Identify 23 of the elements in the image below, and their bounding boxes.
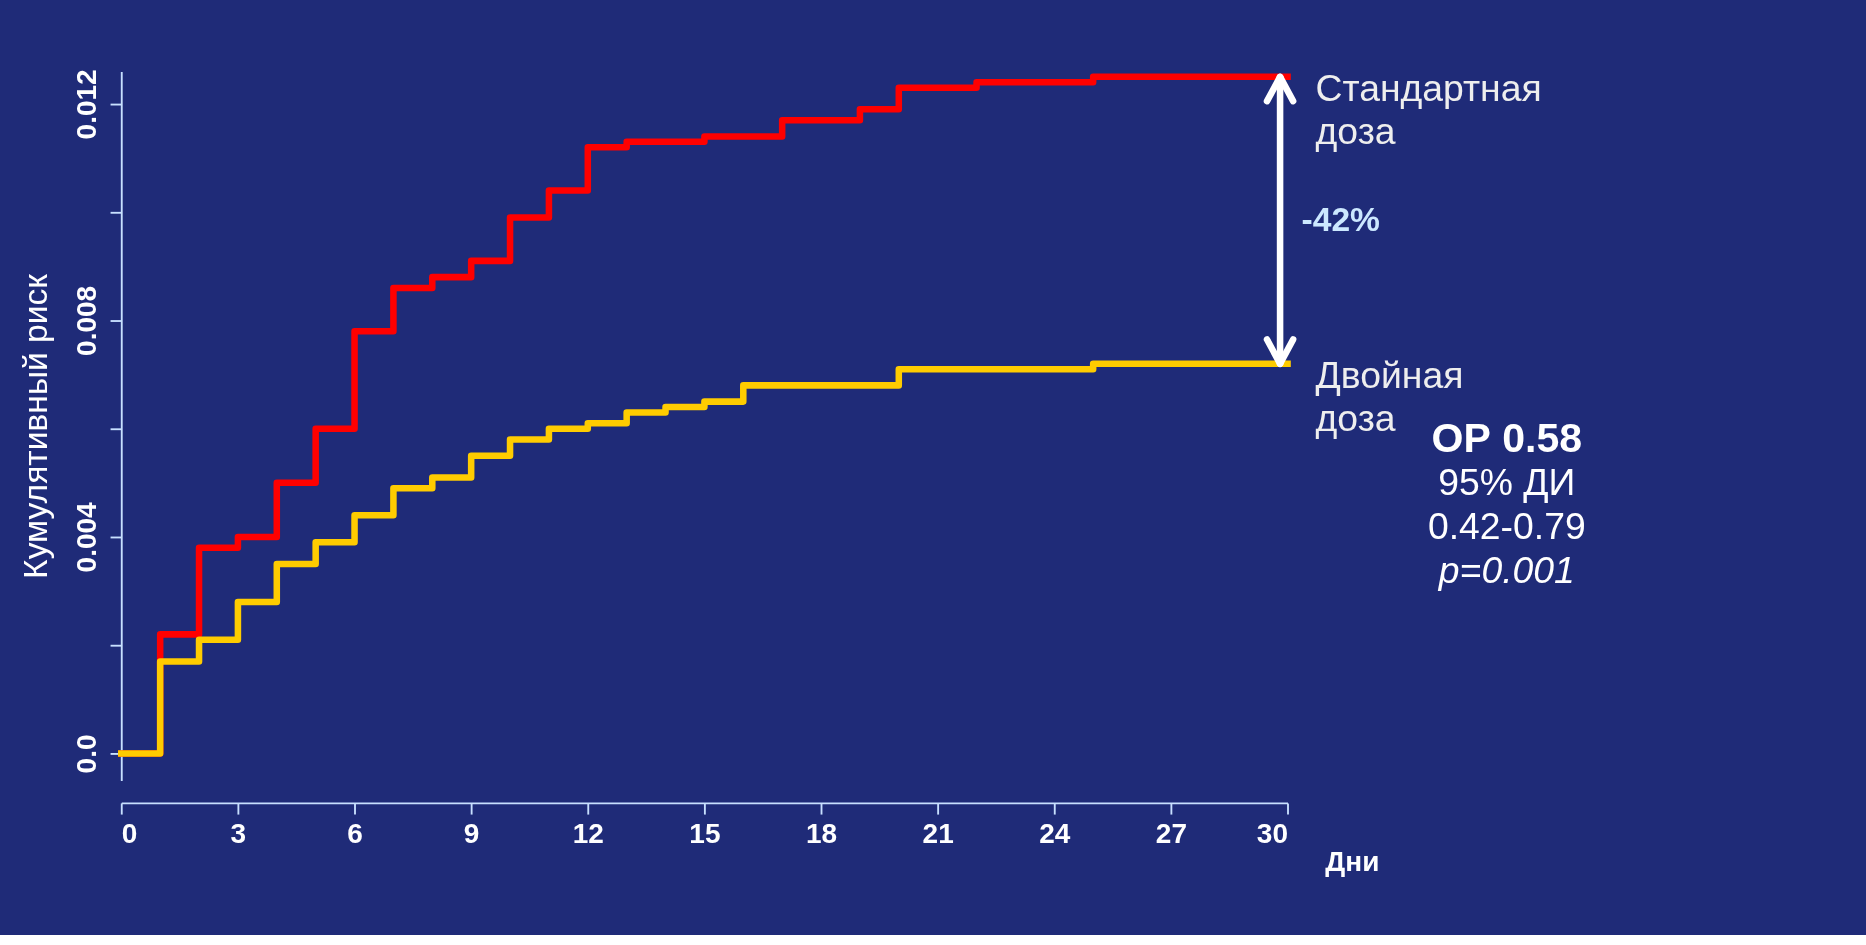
x-tick-label: 9 [463,817,480,849]
y-tick-label: 0.004 [70,501,102,573]
x-tick-label: 18 [805,817,838,849]
y-tick-label: 0.008 [70,285,102,356]
x-tick-label: 0 [121,817,138,849]
x-tick-label: 6 [347,817,363,849]
y-tick-label: 0.012 [70,69,102,140]
text: 95% ДИ [1438,461,1576,504]
x-tick-label: 27 [1155,817,1187,849]
text: 0.42-0.79 [1427,505,1586,548]
x-tick-label: 30 [1256,817,1289,849]
text: -42% [1301,200,1380,238]
series-label: Стандартная доза [1315,67,1542,153]
x-tick-label: 21 [922,817,954,849]
x-tick-label: 12 [572,817,604,849]
y-tick-label: 0.0 [70,734,102,774]
x-tick-label: 3 [230,817,247,849]
x-axis-title: Дни [1325,845,1380,877]
y-axis-title: Кумулятивный риск [17,273,55,579]
x-tick-label: 15 [689,817,721,849]
x-tick-label: 24 [1039,817,1071,849]
text: p=0.001 [1437,548,1575,591]
text: ОР 0.58 [1431,415,1583,462]
